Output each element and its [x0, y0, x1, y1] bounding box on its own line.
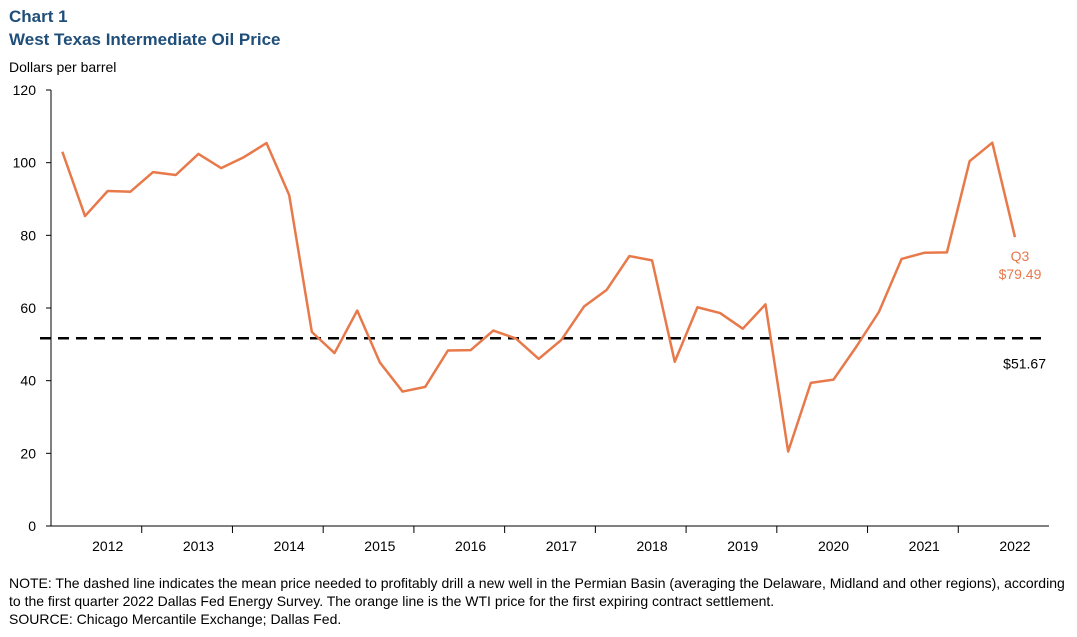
x-tick-label: 2022 [999, 538, 1030, 554]
chart-subtitle: West Texas Intermediate Oil Price [9, 30, 281, 49]
x-tick-label: 2019 [727, 538, 758, 554]
source: SOURCE: Chicago Mercantile Exchange; Dal… [9, 611, 342, 627]
chart: Chart 1 West Texas Intermediate Oil Pric… [9, 7, 1049, 554]
x-tick-label: 2018 [636, 538, 667, 554]
x-tick-label: 2016 [455, 538, 486, 554]
series-line [61, 141, 1017, 453]
y-tick-label: 20 [20, 445, 36, 461]
x-tick-label: 2017 [546, 538, 577, 554]
y-axis-label: Dollars per barrel [9, 59, 116, 75]
y-tick-label: 0 [28, 518, 36, 534]
x-tick-label: 2012 [92, 538, 123, 554]
annotation: Q3 [1011, 248, 1030, 264]
x-tick-label: 2013 [183, 538, 214, 554]
value-label: $79.49 [999, 266, 1042, 282]
y-tick-label: 120 [13, 82, 37, 98]
y-tick-label: 40 [20, 373, 36, 389]
x-tick-label: 2020 [818, 538, 849, 554]
x-tick-label: 2014 [274, 538, 305, 554]
y-tick-label: 80 [20, 227, 36, 243]
note: NOTE: The dashed line indicates the mean… [9, 575, 1065, 609]
x-tick-label: 2021 [909, 538, 940, 554]
y-tick-label: 100 [13, 155, 37, 171]
chart-title: Chart 1 [9, 7, 68, 26]
notes: NOTE: The dashed line indicates the mean… [9, 574, 1071, 628]
x-tick-label: 2015 [364, 538, 395, 554]
reference-label: $51.67 [1003, 355, 1046, 371]
y-tick-label: 60 [20, 300, 36, 316]
